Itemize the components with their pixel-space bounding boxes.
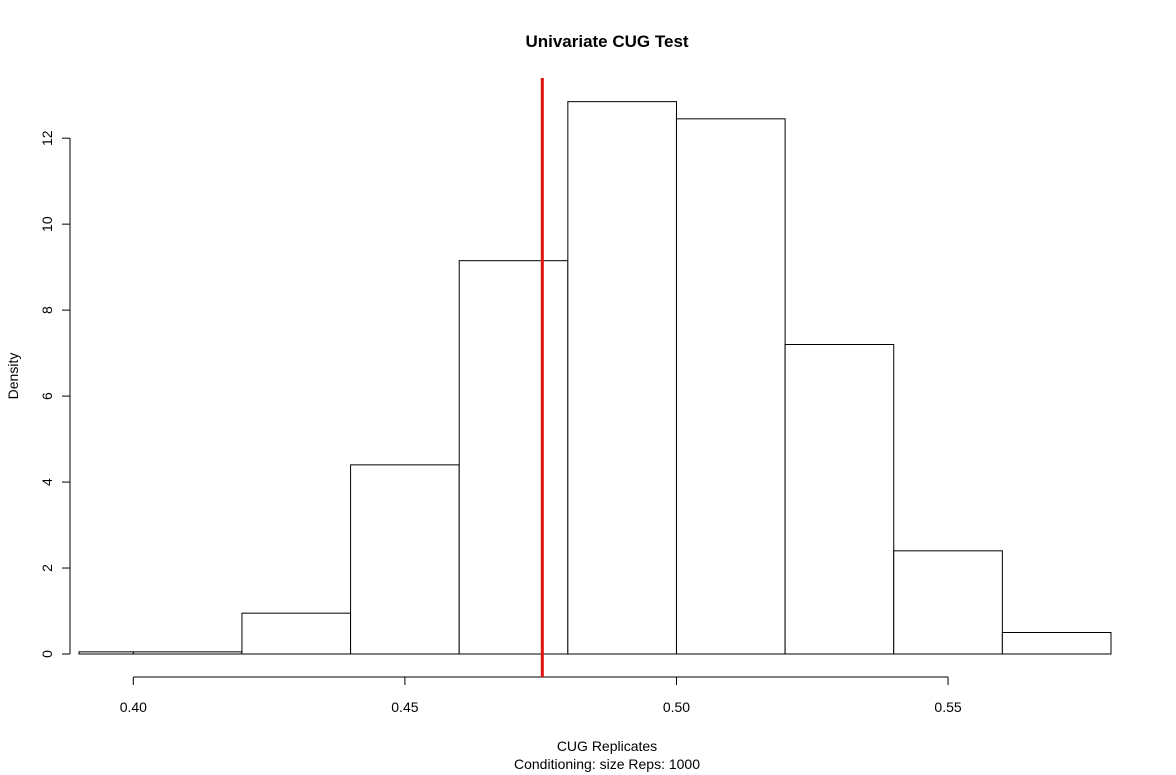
x-axis-sublabel: Conditioning: size Reps: 1000 xyxy=(514,756,700,772)
y-tick-label: 2 xyxy=(39,564,55,572)
y-axis-label: Density xyxy=(5,353,21,400)
x-tick-label: 0.40 xyxy=(120,699,147,715)
x-tick-label: 0.50 xyxy=(663,699,690,715)
histogram-bar-5 xyxy=(458,260,569,655)
x-tick-label: 0.55 xyxy=(934,699,961,715)
y-tick-label: 10 xyxy=(39,216,55,232)
histogram-bar-7 xyxy=(675,118,786,655)
chart-title: Univariate CUG Test xyxy=(525,32,688,51)
histogram-bar-9 xyxy=(893,550,1003,655)
histogram-bar-4 xyxy=(350,464,460,655)
histogram-bar-10 xyxy=(1001,632,1112,655)
y-tick-label: 6 xyxy=(39,392,55,400)
histogram-bar-8 xyxy=(784,344,895,655)
y-tick-label: 8 xyxy=(39,306,55,314)
x-tick-label: 0.45 xyxy=(391,699,418,715)
histogram-bar-2 xyxy=(132,651,243,655)
histogram-bar-6 xyxy=(567,101,677,655)
histogram-bars xyxy=(78,101,1112,655)
y-tick-label: 4 xyxy=(39,478,55,486)
x-axis: 0.40 0.45 0.50 0.55 xyxy=(120,676,962,715)
histogram-bar-1 xyxy=(78,651,134,655)
y-tick-label: 12 xyxy=(39,130,55,146)
y-tick-label: 0 xyxy=(39,650,55,658)
y-axis: 0 2 4 6 8 10 12 xyxy=(39,130,71,658)
histogram-bar-3 xyxy=(241,612,352,655)
x-axis-label: CUG Replicates xyxy=(557,738,657,754)
